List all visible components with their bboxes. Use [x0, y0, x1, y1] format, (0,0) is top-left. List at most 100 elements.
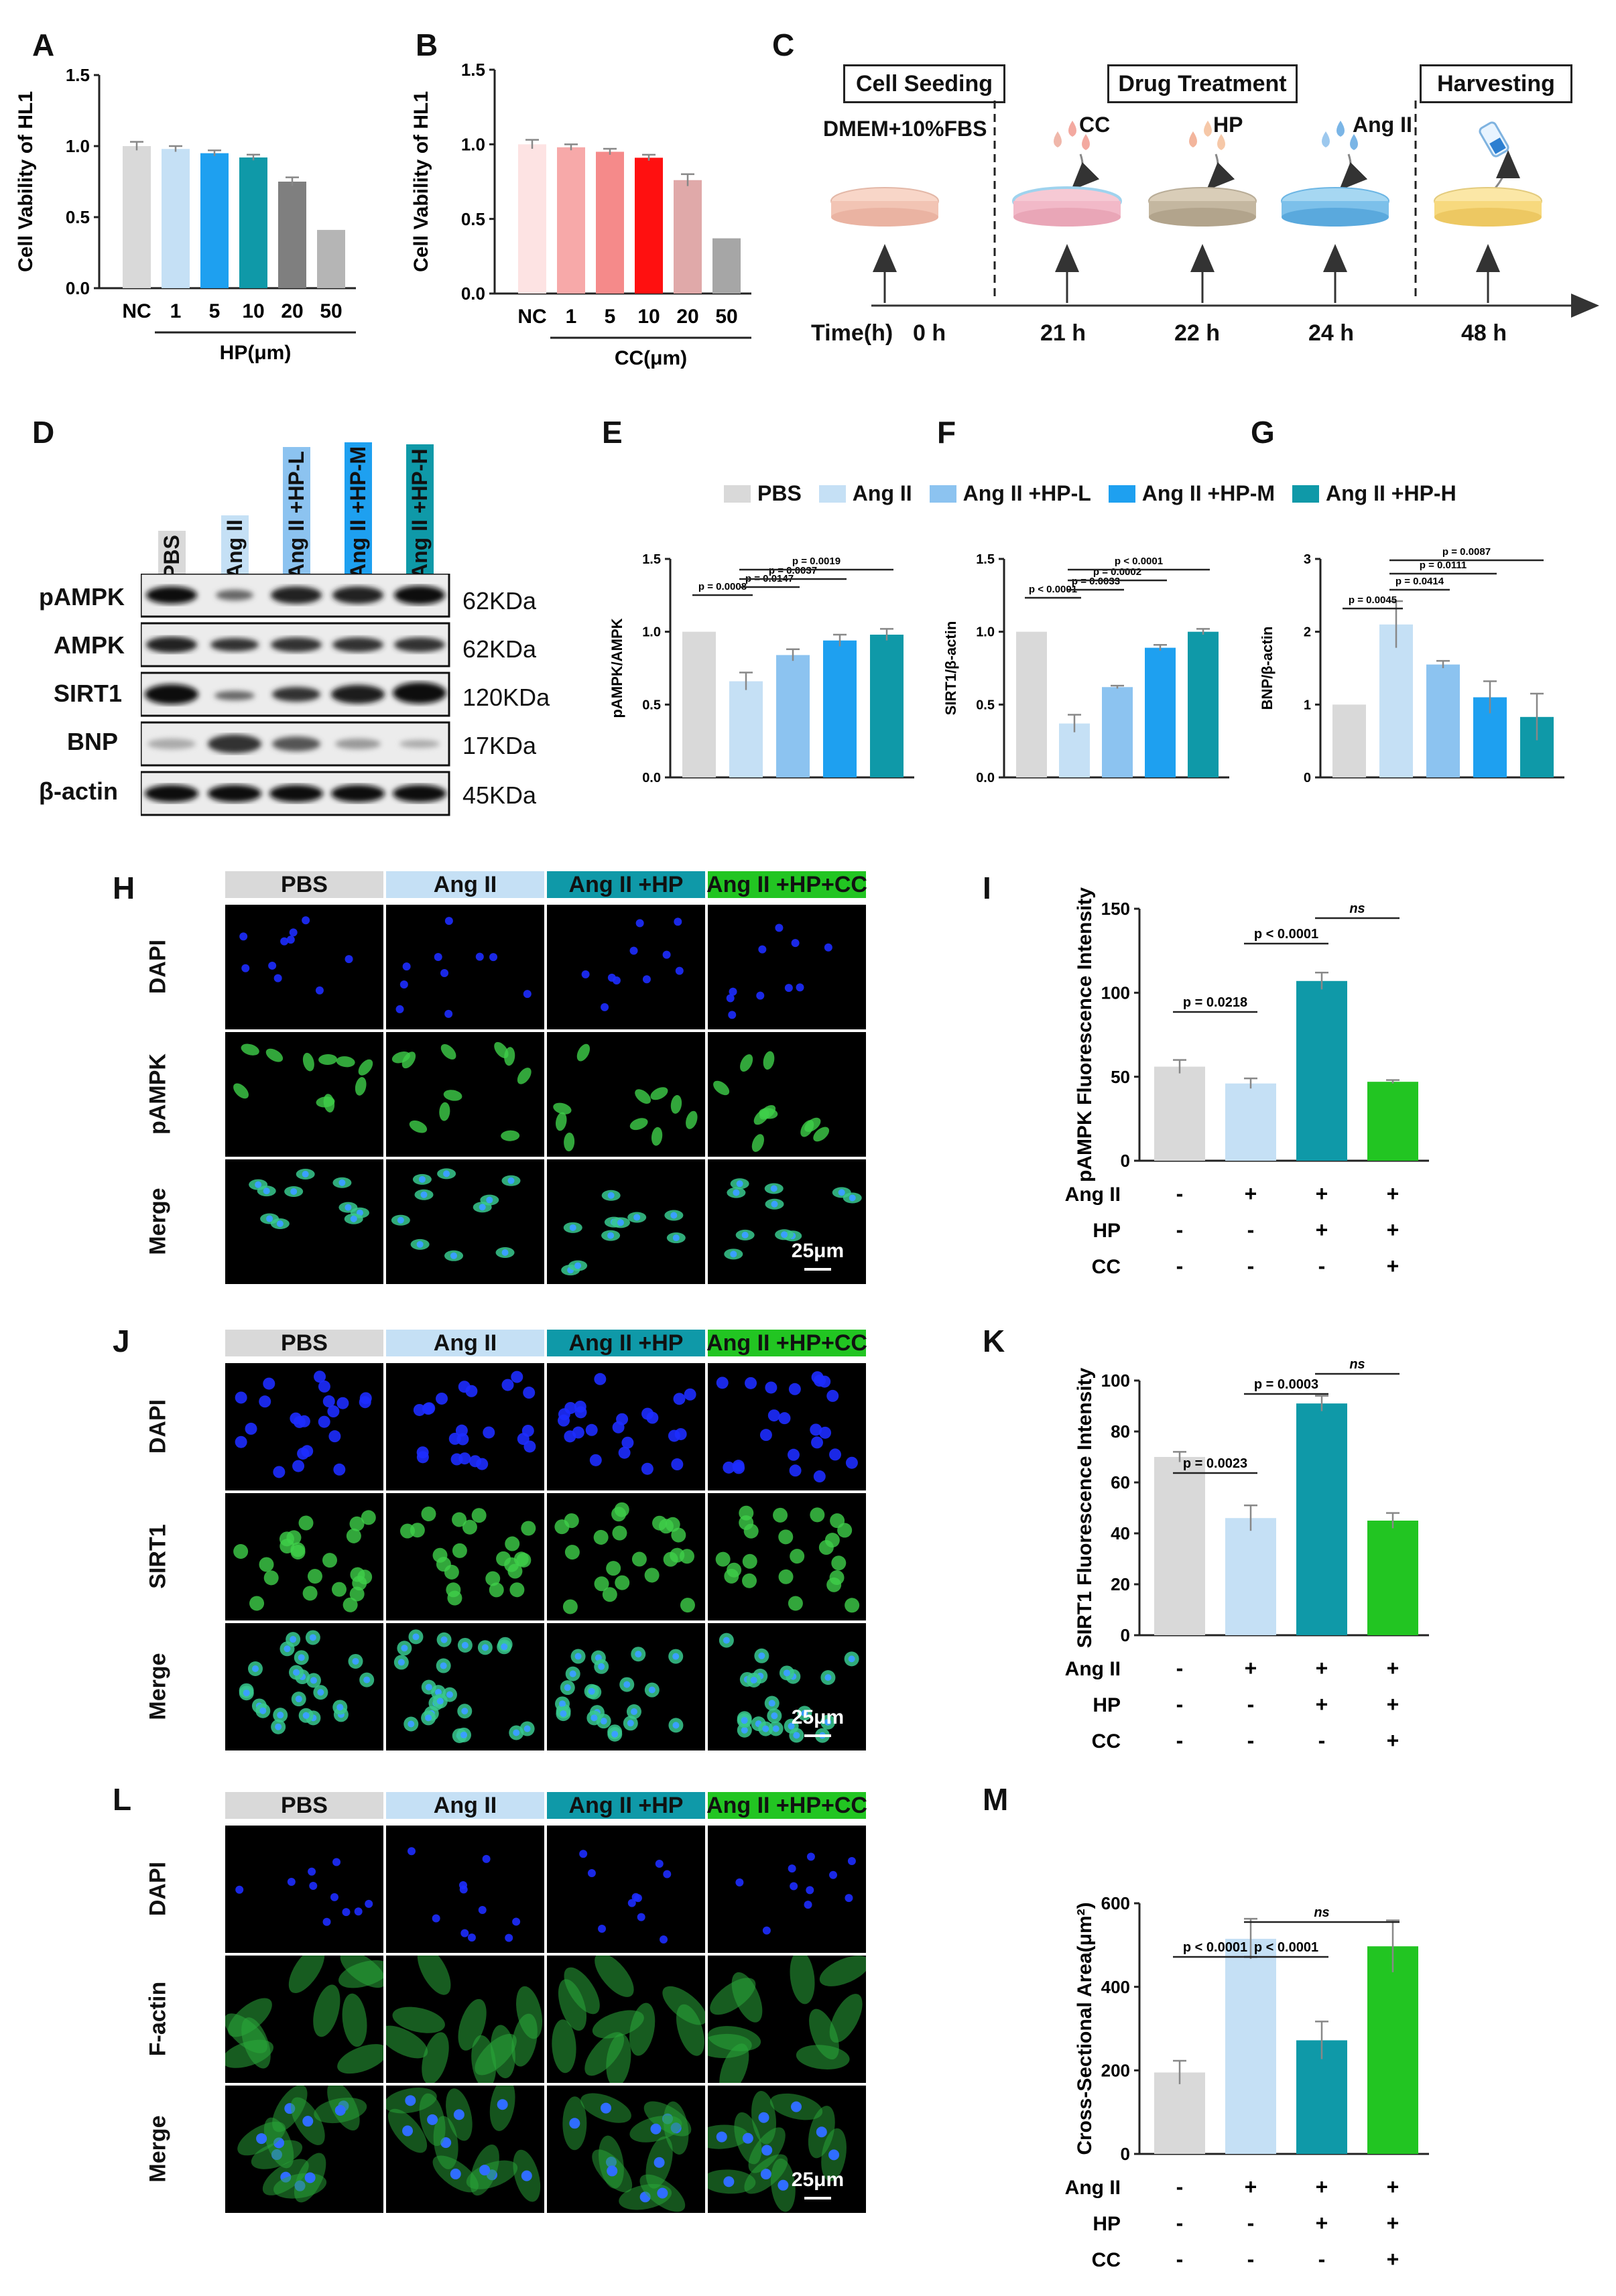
y-tick-label: 2 [1304, 625, 1311, 640]
hp-drops-icon [1189, 121, 1225, 150]
blot-strips [141, 574, 450, 816]
p-value-label: p = 0.0414 [1395, 576, 1444, 587]
y-axis-label: Cross-Sectional Area(μm²) [1074, 1902, 1096, 2155]
legend-item-ang: Ang II [818, 481, 912, 506]
y-tick-label: 1.0 [976, 625, 995, 640]
protein-pampk: pAMPK [39, 583, 125, 611]
treatment-sign: - [1318, 1728, 1326, 1752]
bar [776, 655, 810, 777]
bar [1145, 647, 1176, 777]
x-tick-label: 1 [170, 300, 182, 322]
column-header: Ang II +HP+CC [706, 1330, 867, 1356]
p-value-label: ns [1349, 1357, 1365, 1372]
bar [1154, 1457, 1205, 1635]
panel-label-l: L [113, 1782, 132, 1817]
cc-drops-icon [1054, 121, 1090, 150]
micrograph [547, 1363, 705, 1490]
micrograph [547, 1032, 705, 1157]
micrograph [708, 1826, 866, 1953]
x-tick-label: 1 [566, 306, 577, 328]
x-tick-label: 5 [209, 300, 221, 322]
p-value-label: p < 0.0001 [1183, 1940, 1247, 1955]
treatment-sign: - [1176, 1254, 1184, 1278]
bar [518, 144, 546, 294]
dish-48h-icon [1434, 187, 1542, 227]
micrograph [225, 2086, 383, 2213]
medium-label: DMEM+10%FBS [823, 117, 987, 141]
treatment-sign: + [1245, 1656, 1257, 1680]
column-header: Ang II [386, 871, 544, 898]
treatment-label: CC [1092, 1256, 1121, 1278]
bar [1102, 687, 1133, 777]
p-value-label: p = 0.0045 [1349, 594, 1397, 606]
legend-efg: PBS Ang II Ang II +HP-L Ang II +HP-M Ang… [724, 481, 1456, 506]
column-header: Ang II +HP [547, 1792, 705, 1819]
legend-item-hpl: Ang II +HP-L [929, 481, 1091, 506]
p-value-label: p = 0.0003 [1254, 1377, 1318, 1392]
bar [1332, 704, 1366, 777]
time-axis-label: Time(h) [811, 320, 893, 346]
micrograph [547, 1623, 705, 1750]
p-value-label: ns [1314, 1905, 1329, 1920]
p-value-label: p = 0.0008 [698, 581, 747, 592]
size-ampk: 62KDa [462, 635, 537, 663]
lane-label-hpm: Ang II +HP-M [345, 442, 372, 583]
p-value-label: p = 0.0218 [1183, 995, 1247, 1010]
treatment-sign: + [1387, 2247, 1400, 2271]
treatment-sign: - [1318, 1254, 1326, 1278]
treatment-sign: - [1247, 1692, 1255, 1716]
micrograph [708, 1032, 866, 1157]
dish-22h-icon [1148, 187, 1257, 227]
p-value-label: p < 0.0001 [1029, 584, 1077, 595]
micrograph [225, 1363, 383, 1490]
x-tick-label: NC [122, 300, 151, 322]
column-header: Ang II +HP+CC [706, 871, 867, 898]
micrograph: 25μm [708, 2086, 866, 2213]
treatment-sign: - [1176, 2247, 1184, 2271]
treatment-sign: + [1316, 1692, 1328, 1716]
treatment-sign: - [1176, 2211, 1184, 2235]
treatment-sign: - [1247, 1728, 1255, 1752]
treatment-label: Ang II [1065, 1184, 1121, 1206]
x-tick-label: 10 [242, 300, 264, 322]
y-axis-label: pAMPK Fluorescence Intensity [1074, 887, 1096, 1182]
micrograph [708, 1363, 866, 1490]
panel-label-e: E [602, 415, 623, 450]
treatment-sign: + [1387, 2175, 1400, 2199]
micrograph [225, 1623, 383, 1750]
bar [1367, 1082, 1418, 1161]
strip-ampk [141, 622, 450, 667]
p-value-label: p = 0.0002 [1093, 566, 1141, 578]
bar [1367, 1521, 1418, 1635]
time-22h: 22 h [1174, 320, 1221, 346]
row-label: SIRT1 [145, 1524, 171, 1589]
p-value-label: p < 0.0001 [1254, 1940, 1318, 1955]
row-label: Merge [145, 2115, 171, 2183]
column-header: PBS [225, 871, 383, 898]
treatment-sign: - [1176, 1218, 1184, 1242]
time-24h: 24 h [1308, 320, 1355, 346]
bar [1154, 1066, 1205, 1161]
bar [1225, 1938, 1276, 2154]
micrograph [547, 1956, 705, 2083]
drug-treatment-box: Drug Treatment [1107, 64, 1298, 103]
panel-label-h: H [113, 871, 135, 905]
column-header: Ang II [386, 1330, 544, 1356]
micrograph [225, 1493, 383, 1620]
hp-label: HP [1213, 113, 1243, 137]
y-tick-label: 80 [1111, 1421, 1130, 1442]
protein-bnp: BNP [67, 728, 119, 755]
size-bnp: 17KDa [462, 732, 537, 759]
x-tick-label: 50 [715, 306, 737, 328]
y-axis-label: BNP/β-actin [1259, 627, 1276, 710]
treatment-sign: - [1247, 1218, 1255, 1242]
strip-pampk [141, 574, 450, 618]
bar [596, 151, 624, 294]
treatment-sign: + [1387, 1656, 1400, 1680]
y-tick-label: 0 [1121, 2144, 1130, 2164]
panel-label-j: J [113, 1324, 130, 1358]
micrograph [708, 1956, 866, 2083]
y-tick-label: 20 [1111, 1574, 1130, 1594]
